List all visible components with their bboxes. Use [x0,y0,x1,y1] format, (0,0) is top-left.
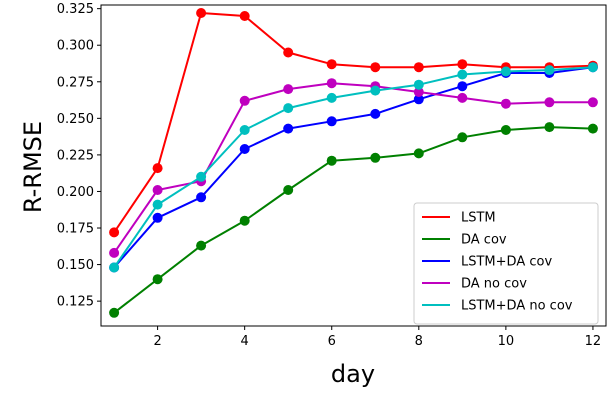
data-point [152,212,163,223]
legend-label: LSTM+DA no cov [461,299,573,314]
plot-frame [100,4,607,327]
y-tick-label: 0.200 [57,185,94,200]
data-point [326,59,337,70]
data-point [239,11,250,21]
legend-label: LSTM+DA cov [461,255,552,270]
data-point [500,125,511,135]
data-point [283,185,294,195]
x-tick-label: 2 [153,334,161,349]
series-1 [109,122,598,318]
data-point [109,227,120,238]
series-line [113,66,594,269]
data-point [326,78,337,89]
y-tick-label: 0.250 [57,112,94,127]
x-tick-label: 4 [241,334,249,349]
data-point [500,98,511,109]
data-point [544,122,555,133]
legend-item: DA cov [422,233,507,248]
data-point [326,155,337,166]
data-point [370,152,381,163]
data-point [283,47,294,58]
data-point [370,108,381,119]
data-point [239,144,250,154]
data-point [413,94,424,105]
data-point [457,81,468,92]
x-tick-label: 8 [415,334,423,349]
data-point [239,95,250,106]
data-point [457,59,468,70]
data-point [239,215,250,226]
y-tick-label: 0.125 [57,295,94,310]
series-line [113,66,593,269]
legend-item: LSTM+DA cov [422,255,552,270]
data-point [283,123,294,134]
series-layer [109,8,598,318]
legend: LSTM DA cov LSTM+DA cov DA no cov LSTM+DA no… [413,202,599,325]
series-line [113,126,593,314]
legend-label: DA cov [461,233,507,248]
data-point [196,192,207,203]
data-point [239,125,250,135]
data-point [413,148,424,159]
y-tick-label: 0.175 [57,222,94,237]
data-point [152,274,163,285]
data-point [587,123,598,134]
data-point [413,87,424,97]
data-point [283,103,294,114]
x-tick-label: 12 [585,334,602,349]
data-point [196,171,207,182]
data-point [109,262,120,273]
x-axis-title: day [331,360,375,388]
legend-item: DA no cov [422,277,527,292]
data-point [413,79,424,90]
data-point [370,62,381,73]
data-point [587,62,598,73]
data-point [413,62,424,73]
data-point [109,247,120,258]
data-point [544,97,555,108]
data-point [457,69,468,80]
data-point [109,307,120,318]
x-tick-label: 10 [498,334,515,349]
legend-item: LSTM [422,211,496,226]
data-point [283,84,294,95]
series-line [113,82,593,254]
data-point [544,65,555,76]
data-point [196,8,207,18]
data-point [370,85,381,96]
y-tick-label: 0.300 [57,39,94,54]
y-tick-label: 0.225 [57,148,94,163]
data-point [457,92,468,103]
y-tick-label: 0.325 [57,2,94,17]
data-point [196,240,207,251]
data-point [326,116,337,127]
legend-item: LSTM+DA no cov [422,299,573,314]
axes-layer: 2 4 6 8 10 12 0.125 0.150 0.175 0.200 0.225 0.250 0.… [57,2,607,349]
series-4 [109,62,598,273]
data-point [152,185,163,195]
data-point [152,199,163,210]
series-3 [109,78,598,258]
y-tick-label: 0.275 [57,75,94,90]
legend-label: LSTM [461,211,496,226]
x-tick-label: 6 [328,334,336,349]
data-point [326,92,337,103]
data-point [152,163,163,174]
data-point [500,66,511,77]
legend-box [413,202,599,325]
series-line [113,12,593,233]
y-axis-title: R-RMSE [19,121,47,213]
y-tick-label: 0.150 [57,258,94,273]
legend-label: DA no cov [461,277,527,292]
data-point [587,97,598,108]
data-point [457,132,468,143]
